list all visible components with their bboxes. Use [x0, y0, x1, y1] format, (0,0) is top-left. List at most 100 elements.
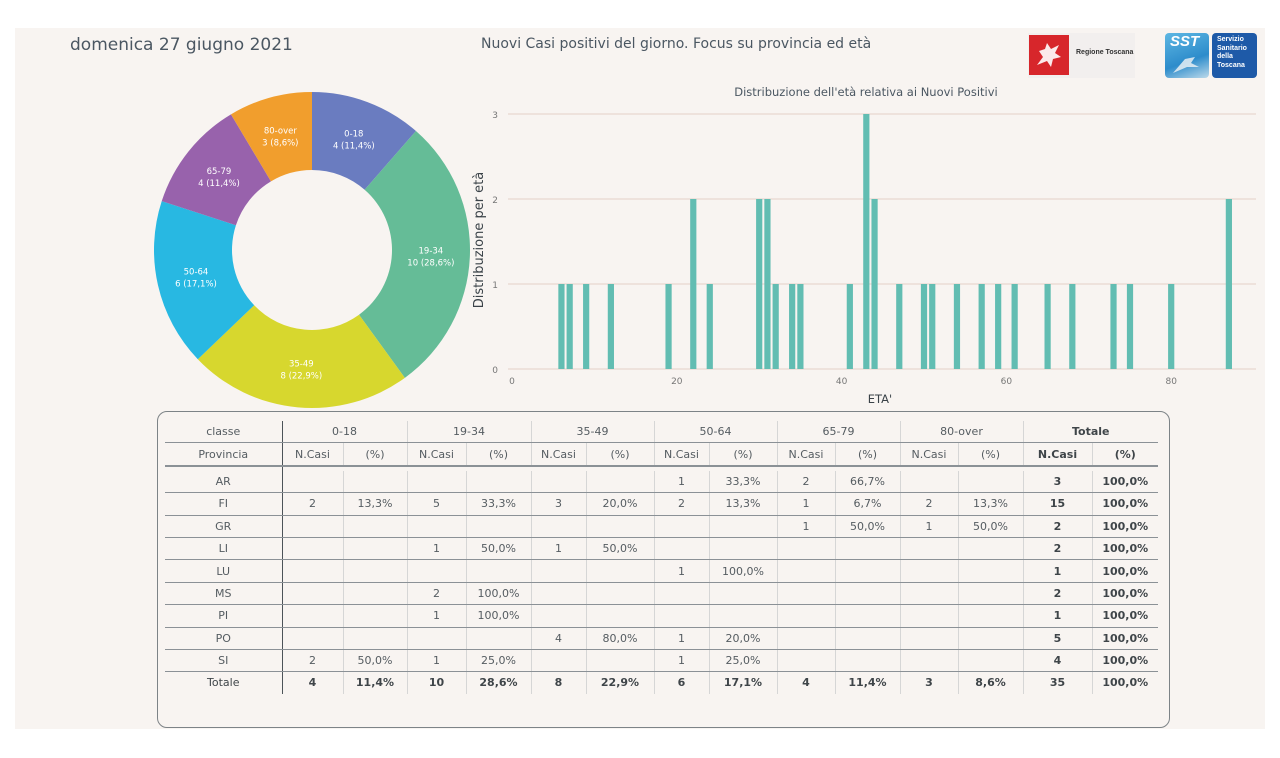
- ncasi-cell: [899, 559, 958, 583]
- header-provincia: Provincia: [165, 442, 282, 467]
- pct-cell: [834, 582, 900, 606]
- bar-age-47: [896, 284, 903, 369]
- pct-cell: [957, 470, 1023, 494]
- ncasi-cell: [530, 559, 586, 583]
- ncasi-cell: [406, 470, 466, 494]
- provincia-cell: FI: [165, 492, 282, 516]
- donut-slice-19-34: [359, 131, 470, 378]
- ncasi-cell: [281, 470, 343, 494]
- pct-cell: 50,0%: [585, 537, 654, 561]
- ncasi-cell: [899, 649, 958, 673]
- header-pct: (%): [834, 442, 900, 467]
- header-class-group: 50-64: [653, 421, 777, 444]
- donut-label-category: 80-over: [264, 126, 298, 136]
- bar-age-57: [978, 284, 985, 369]
- total-ncasi-cell: 5: [1022, 627, 1092, 650]
- ncasi-cell: 2: [281, 492, 343, 516]
- ncasi-cell: 1: [406, 537, 466, 561]
- sst-logo: SST Servizio Sanitario della Toscana: [1165, 33, 1257, 78]
- ncasi-cell: [899, 627, 958, 650]
- ncasi-cell: [530, 604, 586, 628]
- bar-age-54: [953, 284, 961, 369]
- bar-age-41: [846, 284, 853, 369]
- y-tick-label: 1: [492, 281, 498, 291]
- donut-label-category: 19-34: [419, 246, 444, 256]
- pct-cell: [957, 604, 1023, 628]
- pct-cell: [585, 582, 654, 606]
- sst-box-line: Servizio: [1217, 36, 1244, 43]
- sst-box-line: Sanitario: [1217, 44, 1247, 52]
- pct-cell: 100,0%: [465, 604, 531, 628]
- ncasi-cell: [776, 604, 835, 628]
- bar-age-19: [665, 284, 672, 369]
- ncasi-cell: 10: [406, 671, 466, 694]
- pct-cell: [465, 627, 531, 650]
- x-tick-label: 60: [1001, 377, 1013, 387]
- total-pct-cell: 100,0%: [1091, 627, 1158, 650]
- pct-cell: 100,0%: [708, 559, 777, 583]
- total-ncasi-cell: 35: [1022, 671, 1092, 694]
- pct-cell: [342, 515, 407, 538]
- pct-cell: [342, 537, 407, 561]
- ncasi-cell: 2: [776, 470, 835, 494]
- header-ncasi: N.Casi: [406, 442, 466, 467]
- pct-cell: 50,0%: [342, 649, 407, 673]
- bar-age-35: [797, 284, 804, 369]
- pct-cell: 17,1%: [708, 671, 777, 694]
- page-title: Nuovi Casi positivi del giorno. Focus su…: [481, 36, 872, 52]
- ncasi-cell: [406, 515, 466, 538]
- pct-cell: 22,9%: [585, 671, 654, 694]
- bar-age-68: [1069, 284, 1076, 369]
- pct-cell: [342, 604, 407, 628]
- header-classe: classe: [165, 421, 282, 444]
- ncasi-cell: 1: [653, 559, 709, 583]
- pct-cell: [708, 582, 777, 606]
- donut-label-value: 3 (8,6%): [262, 138, 298, 148]
- total-pct-cell: 100,0%: [1091, 649, 1158, 673]
- age-distribution-bar-chart: Distribuzione dell'età relativa ai Nuovi…: [472, 85, 1256, 406]
- regione-toscana-label: Regione Toscana: [1076, 49, 1134, 56]
- ncasi-cell: [899, 470, 958, 494]
- pct-cell: 80,0%: [585, 627, 654, 650]
- age-class-donut-chart: 0-18 4 (11,4%) 19-34 10 (28,6%) 35-49 8 (22,9…: [154, 92, 470, 408]
- table-row: SI 2 50,0% 1 25,0% 1 25,0% 4 100,0%: [165, 649, 1158, 673]
- pct-cell: [342, 627, 407, 650]
- table-row: MS 2 100,0% 2 100,0%: [165, 582, 1158, 606]
- pct-cell: 25,0%: [708, 649, 777, 673]
- bar-age-59: [995, 284, 1002, 369]
- ncasi-cell: 8: [530, 671, 586, 694]
- provincia-cell: PO: [165, 627, 282, 650]
- header-pct: (%): [957, 442, 1023, 467]
- donut-label-category: 35-49: [289, 360, 314, 370]
- pct-cell: [342, 470, 407, 494]
- table-row: PI 1 100,0% 1 100,0%: [165, 604, 1158, 628]
- ncasi-cell: 1: [899, 515, 958, 538]
- y-tick-label: 2: [492, 196, 498, 206]
- provincia-cell: MS: [165, 582, 282, 606]
- pct-cell: [342, 582, 407, 606]
- ncasi-cell: [530, 470, 586, 494]
- bar-age-31: [764, 199, 771, 369]
- y-tick-label: 0: [492, 366, 498, 376]
- pct-cell: 50,0%: [834, 515, 900, 538]
- ncasi-cell: 2: [281, 649, 343, 673]
- x-tick-label: 0: [509, 377, 515, 387]
- bar-age-43: [863, 114, 870, 369]
- header-ncasi: N.Casi: [530, 442, 586, 467]
- pct-cell: 6,7%: [834, 492, 900, 516]
- ncasi-cell: 1: [406, 604, 466, 628]
- header-total-ncasi: N.Casi: [1022, 442, 1092, 467]
- pct-cell: 50,0%: [957, 515, 1023, 538]
- bar-age-7: [566, 284, 573, 369]
- ncasi-cell: [776, 582, 835, 606]
- header-ncasi: N.Casi: [653, 442, 709, 467]
- donut-slice-65-79: [161, 114, 271, 226]
- pegasus-icon: [1029, 35, 1069, 75]
- ncasi-cell: 1: [776, 515, 835, 538]
- sst-image: SST: [1165, 33, 1209, 78]
- ncasi-cell: 2: [406, 582, 466, 606]
- bar-age-32: [772, 284, 779, 369]
- province-age-table: classe 0-18 19-34 35-49 50-64 65-79 80-o…: [165, 421, 1158, 694]
- ncasi-cell: [899, 604, 958, 628]
- pct-cell: [834, 627, 900, 650]
